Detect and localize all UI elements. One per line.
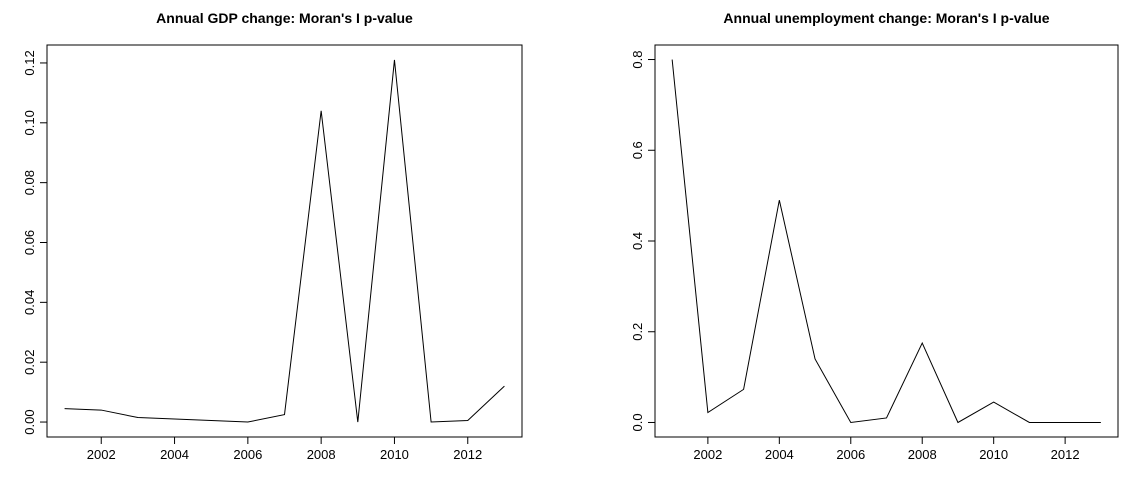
y-tick-label: 0.8	[630, 50, 645, 68]
y-tick-label: 0.4	[630, 232, 645, 250]
plot-box	[46, 44, 523, 438]
data-line	[64, 59, 505, 423]
y-tick-label: 0.08	[22, 170, 37, 195]
x-tick-label: 2002	[693, 447, 722, 462]
y-tick-label: 0.00	[22, 409, 37, 434]
x-tick-label: 2008	[908, 447, 937, 462]
y-tick-label: 0.06	[22, 230, 37, 255]
y-tick-label: 0.02	[22, 350, 37, 375]
x-tick-label: 2010	[380, 447, 409, 462]
x-tick-label: 2004	[160, 447, 189, 462]
x-tick-label: 2008	[307, 447, 336, 462]
y-tick-label: 0.6	[630, 141, 645, 159]
y-tick-label: 0.2	[630, 323, 645, 341]
y-tick-label: 0.0	[630, 413, 645, 431]
x-tick-label: 2010	[979, 447, 1008, 462]
x-tick-label: 2006	[233, 447, 262, 462]
chart-title: Annual unemployment change: Moran's I p-…	[723, 10, 1049, 26]
data-line	[671, 59, 1101, 424]
x-tick-label: 2006	[836, 447, 865, 462]
x-tick-label: 2012	[453, 447, 482, 462]
y-tick-label: 0.12	[22, 50, 37, 75]
y-tick-label: 0.04	[22, 290, 37, 315]
y-tick-label: 0.10	[22, 110, 37, 135]
x-tick-label: 2004	[765, 447, 794, 462]
plot-box	[654, 44, 1119, 438]
x-tick-label: 2002	[87, 447, 116, 462]
x-tick-label: 2012	[1051, 447, 1080, 462]
chart-title: Annual GDP change: Moran's I p-value	[156, 10, 413, 26]
